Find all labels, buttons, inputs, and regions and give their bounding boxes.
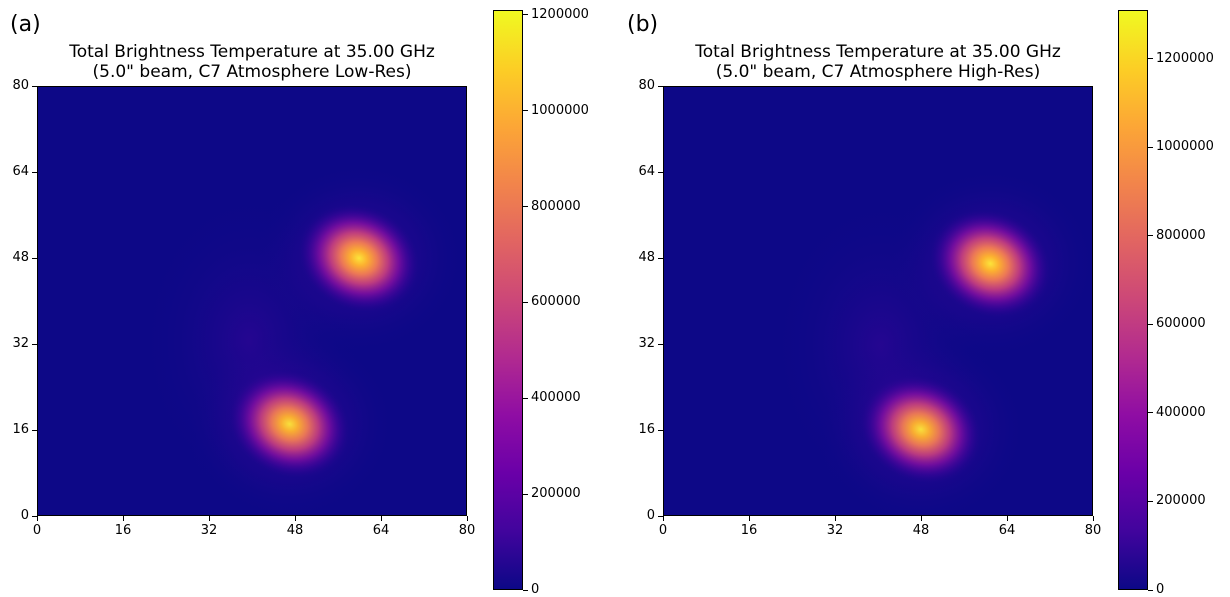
colorbar-tick-label: 800000 (1156, 227, 1206, 243)
colorbar-tick-mark (523, 14, 528, 16)
y-tick-label: 80 (12, 78, 29, 93)
x-tick-mark (208, 516, 210, 521)
x-tick-mark (1006, 516, 1008, 521)
x-tick-mark (294, 516, 296, 521)
y-tick-mark (32, 429, 37, 431)
brightness-peak (860, 375, 982, 484)
y-tick-mark (32, 343, 37, 345)
colorbar-tick-mark (1148, 146, 1153, 148)
colorbar-tick-label: 1200000 (1156, 50, 1214, 66)
colorbar-tick-label: 0 (531, 582, 540, 597)
colorbar-tick-mark (523, 493, 528, 495)
colorbar-tick-mark (1148, 58, 1153, 60)
colorbar-tick-mark (523, 301, 528, 303)
y-tick-label: 80 (638, 78, 655, 93)
heatmap-plot (663, 86, 1093, 516)
x-tick-mark (1092, 516, 1094, 521)
colorbar-tick-mark (523, 397, 528, 399)
colorbar-tick-mark (523, 589, 528, 591)
colorbar-tick-mark (523, 110, 528, 112)
y-tick-mark (658, 85, 663, 87)
y-tick-mark (32, 257, 37, 259)
colorbar-tick-label: 600000 (531, 294, 581, 310)
colorbar-tick-mark (1148, 412, 1153, 414)
x-tick-label: 80 (458, 523, 476, 538)
y-tick-mark (32, 515, 37, 517)
x-tick-mark (466, 516, 468, 521)
chart-title-line2: (5.0" beam, C7 Atmosphere High-Res) (715, 62, 1041, 82)
panel-label: (b) (627, 12, 659, 37)
x-tick-label: 48 (912, 523, 930, 538)
y-tick-label: 48 (638, 250, 655, 265)
chart-title-line1: Total Brightness Temperature at 35.00 GH… (695, 42, 1061, 62)
brightness-peak (298, 204, 420, 313)
y-tick-label: 32 (638, 336, 655, 351)
chart-title-line2: (5.0" beam, C7 Atmosphere Low-Res) (92, 62, 412, 82)
x-tick-label: 16 (740, 523, 758, 538)
x-tick-mark (662, 516, 664, 521)
x-tick-label: 48 (286, 523, 304, 538)
brightness-peak (930, 209, 1051, 318)
x-tick-label: 16 (114, 523, 132, 538)
panel-b: (b) Total Brightness Temperature at 35.0… (615, 0, 1230, 597)
y-tick-label: 32 (12, 336, 29, 351)
chart-title-line1: Total Brightness Temperature at 35.00 GH… (69, 42, 435, 62)
x-tick-mark (36, 516, 38, 521)
colorbar-tick-label: 200000 (531, 486, 581, 502)
y-tick-mark (32, 85, 37, 87)
colorbar (1118, 10, 1148, 590)
panel-a: (a) Total Brightness Temperature at 35.0… (0, 0, 615, 597)
heatmap-plot (37, 86, 467, 516)
y-tick-label: 16 (12, 422, 29, 437)
colorbar-tick-mark (1148, 235, 1153, 237)
y-tick-label: 48 (12, 250, 29, 265)
colorbar-tick-label: 200000 (1156, 493, 1206, 509)
colorbar-tick-label: 1200000 (531, 6, 589, 22)
x-tick-mark (380, 516, 382, 521)
x-tick-label: 0 (32, 523, 42, 538)
colorbar (493, 10, 523, 590)
x-tick-label: 32 (200, 523, 218, 538)
y-tick-label: 0 (646, 508, 655, 523)
x-tick-label: 64 (998, 523, 1016, 538)
colorbar-tick-mark (1148, 323, 1153, 325)
x-tick-mark (748, 516, 750, 521)
chart-title: Total Brightness Temperature at 35.00 GH… (37, 42, 467, 82)
x-tick-label: 0 (658, 523, 668, 538)
heatmap-image (664, 87, 1092, 515)
colorbar-tick-label: 1000000 (1156, 139, 1214, 155)
colorbar-tick-mark (1148, 500, 1153, 502)
y-tick-mark (658, 429, 663, 431)
y-tick-label: 0 (20, 508, 29, 523)
brightness-peak (229, 370, 350, 478)
y-tick-label: 64 (638, 164, 655, 179)
x-tick-mark (122, 516, 124, 521)
colorbar-tick-mark (523, 206, 528, 208)
y-tick-mark (658, 257, 663, 259)
x-tick-mark (920, 516, 922, 521)
y-tick-mark (658, 343, 663, 345)
colorbar-tick-label: 600000 (1156, 316, 1206, 332)
y-tick-label: 64 (12, 164, 29, 179)
x-tick-mark (834, 516, 836, 521)
chart-title: Total Brightness Temperature at 35.00 GH… (663, 42, 1093, 82)
colorbar-tick-mark (1148, 589, 1153, 591)
x-tick-label: 80 (1084, 523, 1102, 538)
x-tick-label: 32 (826, 523, 844, 538)
heatmap-image (38, 87, 466, 515)
x-tick-label: 64 (372, 523, 390, 538)
colorbar-tick-label: 800000 (531, 198, 581, 214)
y-tick-mark (658, 171, 663, 173)
colorbar-tick-label: 1000000 (531, 102, 589, 118)
colorbar-tick-label: 400000 (1156, 404, 1206, 420)
y-tick-mark (658, 515, 663, 517)
colorbar-tick-label: 0 (1156, 582, 1165, 597)
colorbar-tick-label: 400000 (531, 390, 581, 406)
y-tick-mark (32, 171, 37, 173)
panel-label: (a) (10, 12, 41, 37)
y-tick-label: 16 (638, 422, 655, 437)
